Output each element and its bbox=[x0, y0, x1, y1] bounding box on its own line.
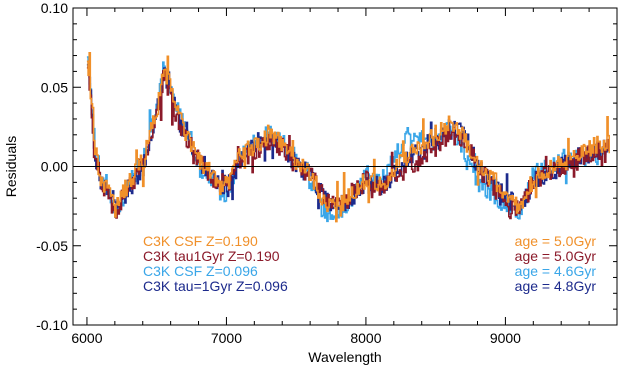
x-tick-label: 7000 bbox=[211, 330, 242, 346]
y-tick-label: 0.00 bbox=[41, 159, 68, 175]
legend-age-entry: age = 4.6Gyr bbox=[515, 263, 597, 279]
legend-entry: C3K tau=1Gyr Z=0.096 bbox=[143, 278, 288, 294]
x-tick-label: 8000 bbox=[350, 330, 381, 346]
legend-age-entry: age = 5.0Gyr bbox=[515, 248, 597, 264]
legend-entry: C3K CSF Z=0.096 bbox=[143, 263, 258, 279]
x-tick-label: 6000 bbox=[71, 330, 102, 346]
legend-age-entry: age = 5.0Gyr bbox=[515, 233, 597, 249]
x-tick-label: 9000 bbox=[490, 330, 521, 346]
y-tick-label: -0.05 bbox=[36, 238, 68, 254]
legend-entry: C3K tau1Gyr Z=0.190 bbox=[143, 248, 280, 264]
y-tick-label: 0.05 bbox=[41, 79, 68, 95]
legend-entry: C3K CSF Z=0.190 bbox=[143, 233, 258, 249]
y-axis-label: Residuals bbox=[3, 136, 19, 197]
series-line-3 bbox=[86, 52, 610, 223]
ticks-layer bbox=[73, 7, 618, 326]
series-layer bbox=[86, 52, 610, 223]
y-tick-label: 0.10 bbox=[41, 0, 68, 16]
y-tick-label: -0.10 bbox=[36, 317, 68, 333]
tick-labels-layer: 6000 7000 8000 9000 -0.10 -0.05 0.00 0.05 0.10 bbox=[36, 0, 521, 346]
x-axis-label: Wavelength bbox=[308, 349, 381, 365]
legend-age-entry: age = 4.8Gyr bbox=[515, 278, 597, 294]
